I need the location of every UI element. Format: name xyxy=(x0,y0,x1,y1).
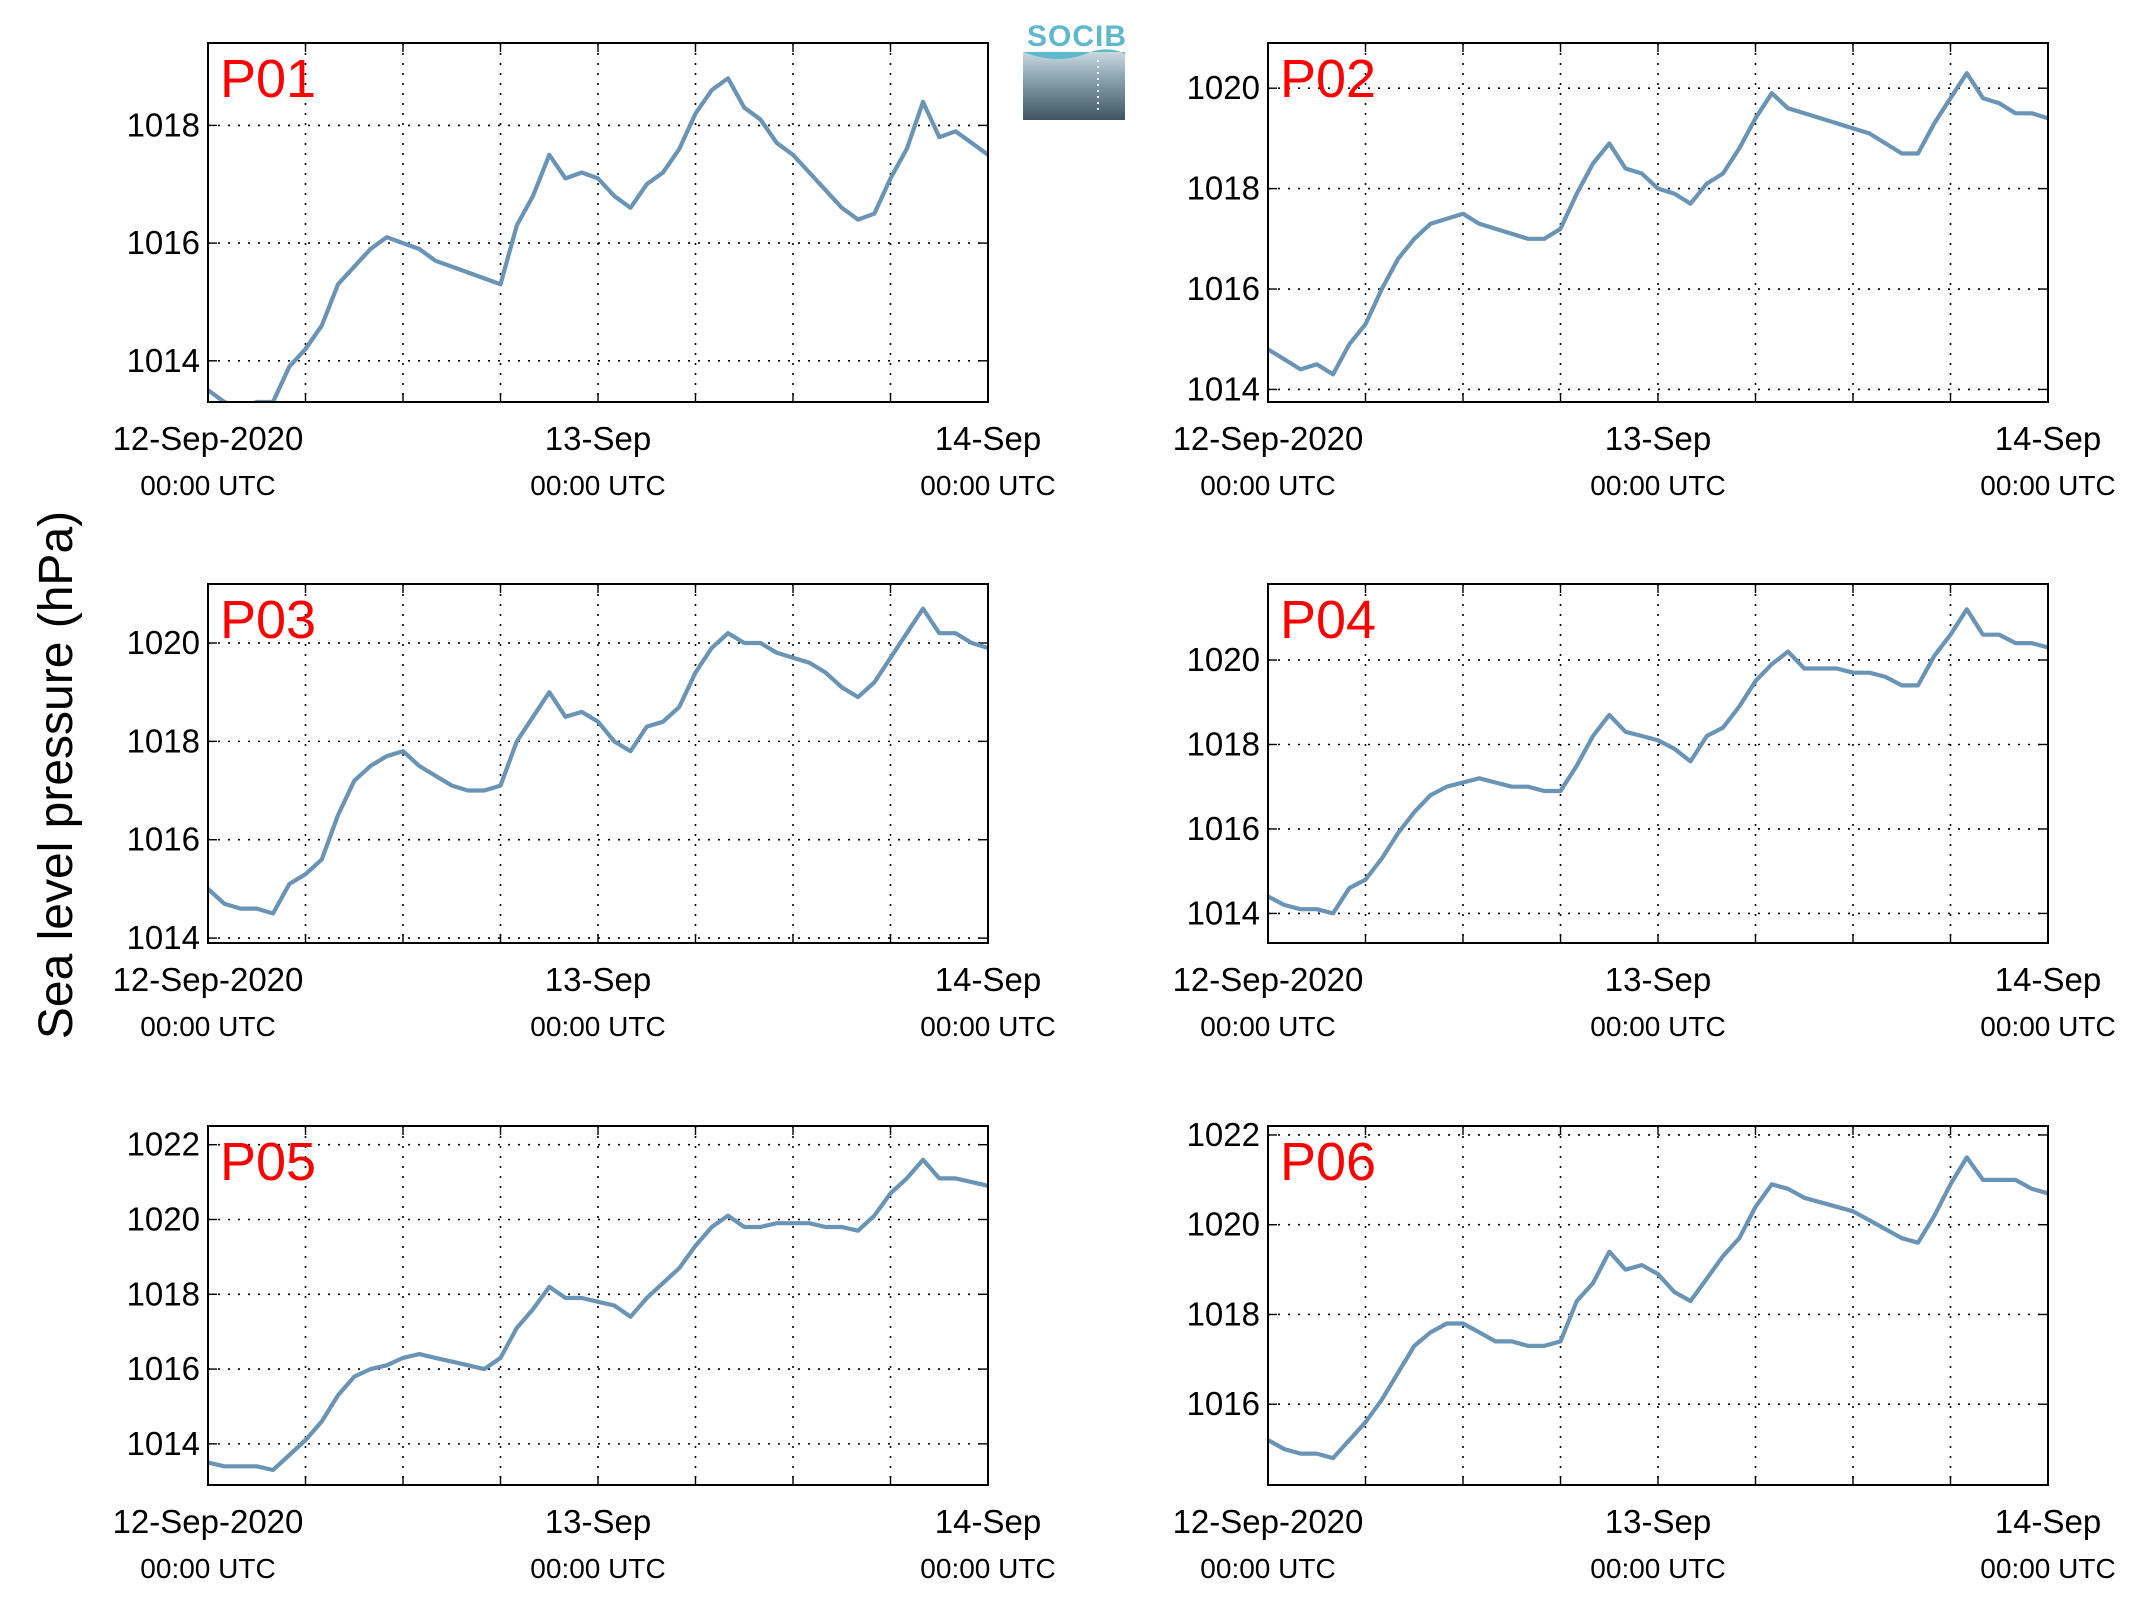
panel-p04: 1014 1016 1018 1020 12-Sep-2020 00:00 UTC 13-S… xyxy=(1173,583,2116,1042)
y-tick-label: 1018 xyxy=(1187,1295,1260,1332)
plot-area xyxy=(208,584,988,943)
plot-area xyxy=(208,43,988,402)
x-tick-sublabel: 00:00 UTC xyxy=(1200,1011,1335,1042)
y-tick-label: 1016 xyxy=(127,1350,200,1387)
x-tick-sublabel: 00:00 UTC xyxy=(530,470,665,501)
axes-frame xyxy=(1267,42,2049,403)
x-tick-sublabel: 00:00 UTC xyxy=(920,1011,1055,1042)
x-tick-sublabel: 00:00 UTC xyxy=(530,1553,665,1584)
plot-area xyxy=(1268,43,2048,402)
logo-body xyxy=(1023,52,1125,120)
x-tick-label: 13-Sep xyxy=(1605,1503,1711,1540)
y-tick-label: 1016 xyxy=(127,821,200,858)
x-tick-sublabel: 00:00 UTC xyxy=(1980,1011,2115,1042)
x-tick-label: 12-Sep-2020 xyxy=(113,961,304,998)
x-tick-label: 13-Sep xyxy=(1605,961,1711,998)
axes-frame xyxy=(207,1125,989,1486)
x-tick-sublabel: 00:00 UTC xyxy=(140,1553,275,1584)
series-line-p02 xyxy=(1268,70,2048,377)
x-tick-sublabel: 00:00 UTC xyxy=(1980,1553,2115,1584)
axes-frame xyxy=(1267,583,2049,944)
panel-label-p03: P03 xyxy=(220,590,316,650)
panel-label-p02: P02 xyxy=(1280,49,1376,109)
plot-area xyxy=(208,1126,988,1485)
socib-logo: SOCIB xyxy=(1023,20,1127,120)
panel-p05: 1014 1016 1018 1020 1022 12-Sep-2020 00:00 UTC… xyxy=(113,1125,1056,1584)
series-line-p06 xyxy=(1268,1155,2048,1461)
y-tick-label: 1020 xyxy=(127,1200,200,1237)
x-tick-label: 14-Sep xyxy=(935,961,1041,998)
x-tick-label: 14-Sep xyxy=(1995,420,2101,457)
axes-frame xyxy=(207,583,989,944)
x-tick-sublabel: 00:00 UTC xyxy=(140,1011,275,1042)
series-line-p01 xyxy=(208,76,988,402)
x-tick-label: 12-Sep-2020 xyxy=(1173,420,1364,457)
x-tick-label: 14-Sep xyxy=(1995,1503,2101,1540)
x-tick-sublabel: 00:00 UTC xyxy=(1200,1553,1335,1584)
y-tick-label: 1018 xyxy=(127,106,200,143)
panel-p01: 1014 1016 1018 12-Sep-2020 00:00 UTC 13-Sep 00… xyxy=(113,42,1056,501)
x-tick-sublabel: 00:00 UTC xyxy=(1590,1011,1725,1042)
x-tick-label: 13-Sep xyxy=(545,420,651,457)
x-tick-sublabel: 00:00 UTC xyxy=(920,1553,1055,1584)
panels: 1014 1016 1018 12-Sep-2020 00:00 UTC 13-Sep 00… xyxy=(113,42,2116,1584)
y-tick-label: 1014 xyxy=(127,342,200,379)
x-tick-label: 13-Sep xyxy=(545,961,651,998)
panel-label-p04: P04 xyxy=(1280,590,1376,650)
y-tick-label: 1020 xyxy=(1187,1206,1260,1243)
x-tick-sublabel: 00:00 UTC xyxy=(1200,470,1335,501)
axes-frame xyxy=(207,42,989,403)
x-tick-label: 13-Sep xyxy=(545,1503,651,1540)
y-tick-label: 1022 xyxy=(1187,1116,1260,1153)
panel-p02: 1014 1016 1018 1020 12-Sep-2020 00:00 UTC 13-S… xyxy=(1173,42,2116,501)
x-tick-sublabel: 00:00 UTC xyxy=(140,470,275,501)
y-tick-label: 1018 xyxy=(1187,725,1260,762)
x-tick-sublabel: 00:00 UTC xyxy=(1980,470,2115,501)
y-tick-label: 1018 xyxy=(127,722,200,759)
x-tick-sublabel: 00:00 UTC xyxy=(920,470,1055,501)
logo-wave xyxy=(1023,49,1125,59)
y-axis-label: Sea level pressure (hPa) xyxy=(30,511,83,1039)
series-line-p03 xyxy=(208,606,988,916)
y-tick-label: 1018 xyxy=(127,1275,200,1312)
series-line-p04 xyxy=(1268,607,2048,916)
y-tick-label: 1022 xyxy=(127,1126,200,1163)
x-tick-label: 14-Sep xyxy=(935,420,1041,457)
x-tick-label: 12-Sep-2020 xyxy=(113,1503,304,1540)
panel-label-p06: P06 xyxy=(1280,1132,1376,1192)
x-tick-label: 14-Sep xyxy=(935,1503,1041,1540)
y-tick-label: 1016 xyxy=(1187,270,1260,307)
y-tick-label: 1014 xyxy=(127,1425,200,1462)
y-tick-label: 1014 xyxy=(127,919,200,956)
series-line-p05 xyxy=(208,1157,988,1473)
plot-area xyxy=(1268,584,2048,943)
x-tick-sublabel: 00:00 UTC xyxy=(1590,470,1725,501)
panel-label-p01: P01 xyxy=(220,49,316,109)
logo-text: SOCIB xyxy=(1027,20,1127,53)
x-tick-label: 12-Sep-2020 xyxy=(1173,961,1364,998)
x-tick-label: 12-Sep-2020 xyxy=(113,420,304,457)
panel-p06: 1016 1018 1020 1022 12-Sep-2020 00:00 UTC 13-S… xyxy=(1173,1116,2116,1584)
y-tick-label: 1018 xyxy=(1187,170,1260,207)
panel-p03: 1014 1016 1018 1020 12-Sep-2020 00:00 UTC 13-S… xyxy=(113,583,1056,1042)
x-tick-sublabel: 00:00 UTC xyxy=(1590,1553,1725,1584)
plot-area xyxy=(1268,1126,2048,1485)
y-tick-label: 1016 xyxy=(127,224,200,261)
y-tick-label: 1020 xyxy=(1187,641,1260,678)
y-tick-label: 1014 xyxy=(1187,894,1260,931)
y-tick-label: 1016 xyxy=(1187,810,1260,847)
y-tick-label: 1020 xyxy=(127,624,200,661)
axes-frame xyxy=(1267,1125,2049,1486)
y-tick-label: 1016 xyxy=(1187,1385,1260,1422)
panel-label-p05: P05 xyxy=(220,1132,316,1192)
x-tick-label: 12-Sep-2020 xyxy=(1173,1503,1364,1540)
y-tick-label: 1014 xyxy=(1187,370,1260,407)
x-tick-label: 14-Sep xyxy=(1995,961,2101,998)
x-tick-label: 13-Sep xyxy=(1605,420,1711,457)
x-tick-sublabel: 00:00 UTC xyxy=(530,1011,665,1042)
y-tick-label: 1020 xyxy=(1187,69,1260,106)
